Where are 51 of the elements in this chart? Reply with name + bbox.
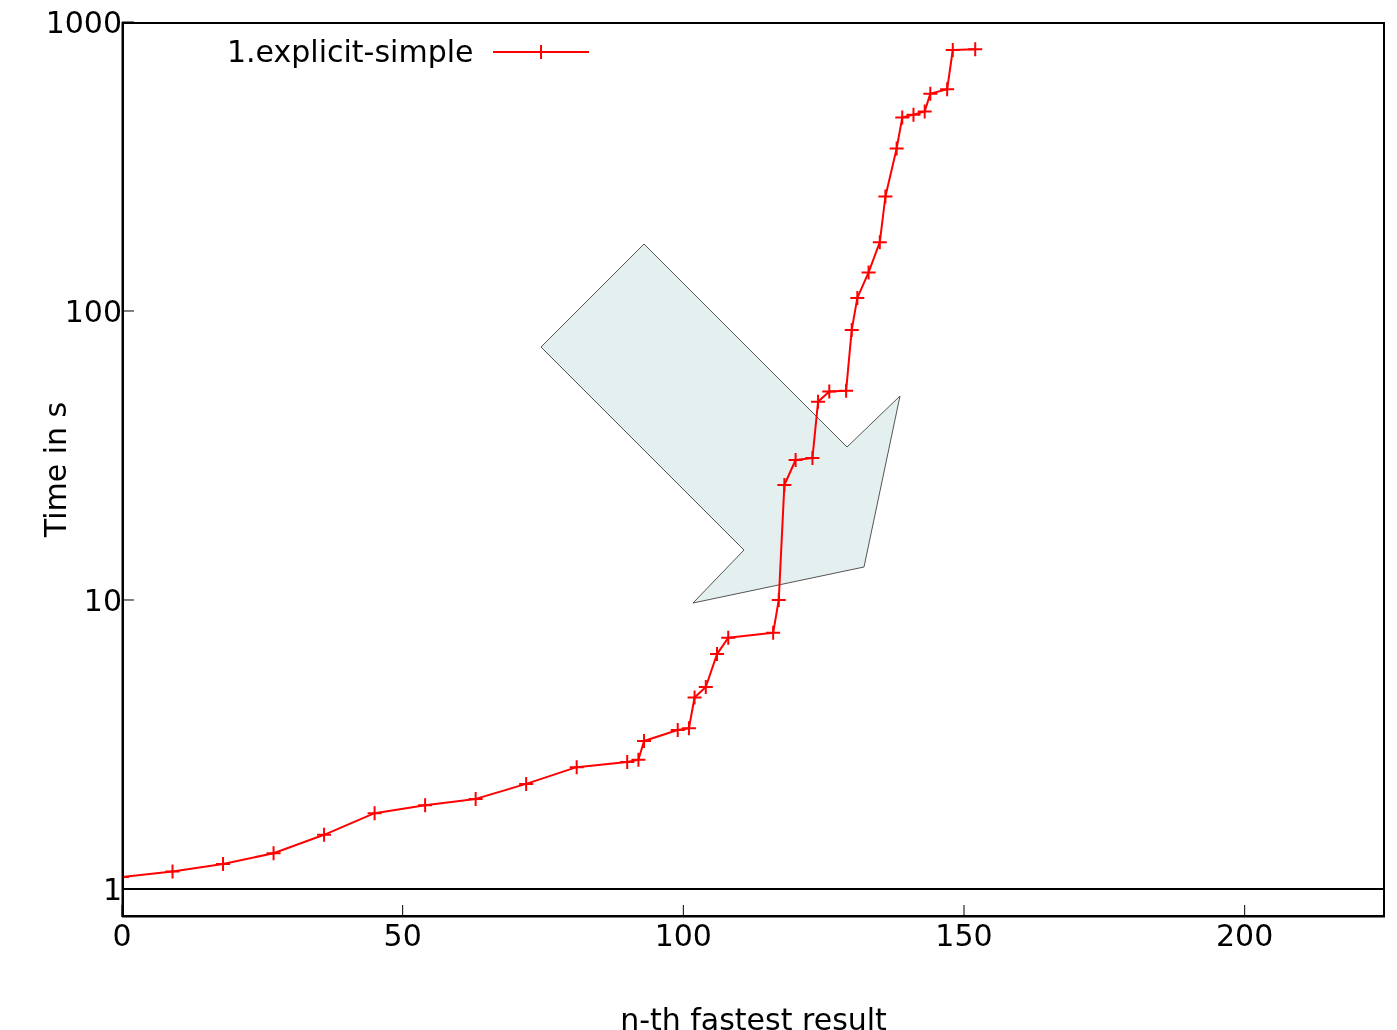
point xyxy=(366,805,383,822)
point xyxy=(636,733,653,750)
point xyxy=(709,646,726,663)
point xyxy=(417,797,434,814)
y-axis-title: Time in s xyxy=(37,401,73,539)
point xyxy=(316,826,333,843)
point xyxy=(905,106,922,123)
point xyxy=(871,234,888,251)
x-tick-label: 150 xyxy=(935,918,993,954)
point xyxy=(765,624,782,641)
point xyxy=(720,629,737,646)
y-tick-label: 1000 xyxy=(45,4,122,40)
y-tick-label: 10 xyxy=(83,582,122,618)
point xyxy=(810,393,827,410)
point xyxy=(838,382,855,399)
legend-label: 1.explicit-simple xyxy=(227,34,474,69)
point xyxy=(164,863,181,880)
point xyxy=(776,476,793,493)
point xyxy=(843,321,860,338)
point xyxy=(787,452,804,469)
point xyxy=(916,103,933,120)
point xyxy=(265,845,282,862)
y-tick-label: 1 xyxy=(102,871,122,907)
point xyxy=(686,689,703,706)
y-tick-label: 100 xyxy=(64,293,122,329)
point xyxy=(944,42,961,59)
point xyxy=(939,81,956,98)
x-tick-label: 0 xyxy=(112,918,132,954)
point xyxy=(804,449,821,466)
point xyxy=(467,790,484,807)
point xyxy=(697,678,714,695)
point xyxy=(619,754,636,771)
point xyxy=(630,751,647,768)
point xyxy=(770,592,787,608)
point xyxy=(860,264,877,281)
x-tick-label: 200 xyxy=(1216,918,1274,954)
point xyxy=(894,109,911,126)
x-axis-title: n-th fastest result xyxy=(620,1002,888,1030)
point xyxy=(877,188,894,205)
point xyxy=(967,41,984,58)
point xyxy=(849,289,866,306)
x-tick-label: 100 xyxy=(654,918,712,954)
point xyxy=(669,721,686,738)
point xyxy=(568,759,585,776)
point xyxy=(518,775,535,792)
point xyxy=(888,140,905,157)
x-tick-label: 50 xyxy=(383,918,422,954)
point xyxy=(215,856,232,873)
point xyxy=(821,383,838,400)
point xyxy=(922,85,939,102)
point xyxy=(680,720,697,737)
